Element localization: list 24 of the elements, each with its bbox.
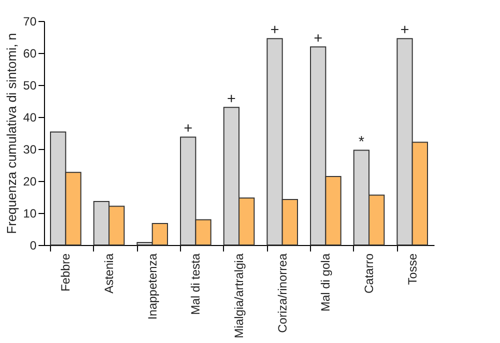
y-axis-title: Frequenza cumulativa di sintomi, n <box>4 33 20 234</box>
x-tick-label: Mialgia/artralgia <box>232 253 246 338</box>
annotation: + <box>184 120 193 138</box>
annotation: * <box>358 133 364 150</box>
x-tick-label: Coriza/rinorrea <box>275 253 290 333</box>
x-tick-label: Catarro <box>362 253 376 294</box>
y-tick-label: 40 <box>23 110 37 124</box>
x-tick-label: Tosse <box>405 253 420 285</box>
y-tick-label: 70 <box>23 14 37 28</box>
annotation: + <box>270 22 280 39</box>
y-tick-label: 20 <box>23 174 37 188</box>
x-tick-label: Mal di testa <box>188 253 203 315</box>
y-tick-label: 10 <box>23 206 37 220</box>
y-tick-label: 60 <box>23 46 37 60</box>
annotation: + <box>400 22 410 39</box>
y-tick-label: 0 <box>30 238 37 252</box>
x-tick-label: Inappetenza <box>145 253 160 320</box>
x-tick-label: Astenia <box>102 253 116 294</box>
y-tick-label: 50 <box>23 78 37 92</box>
annotation: + <box>227 90 236 108</box>
y-tick-label: 30 <box>23 142 37 156</box>
x-tick-label: Mal di gola <box>318 253 333 312</box>
x-tick-label: Febbre <box>58 253 73 292</box>
annotation: + <box>314 30 323 47</box>
